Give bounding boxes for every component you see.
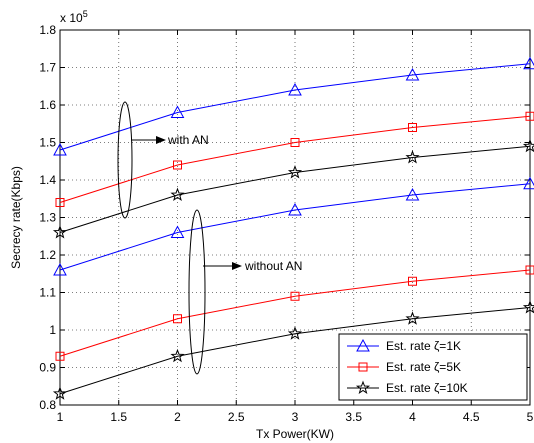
data-point-marker: [290, 291, 300, 301]
series-4: [55, 265, 534, 361]
with-an-ellipse: [117, 101, 133, 219]
data-point-marker: [170, 225, 185, 238]
x-tick-label: 4: [409, 410, 416, 424]
data-point-marker: [173, 160, 182, 170]
y-tick-label: 1.5: [39, 136, 56, 150]
series-line: [59, 115, 531, 203]
data-point-marker: [408, 276, 417, 286]
data-point-marker: [408, 123, 417, 132]
legend-label: Est. rate ζ=1K: [386, 339, 461, 353]
data-point-marker: [405, 187, 420, 201]
x-tick-label: 1.5: [110, 410, 127, 424]
y-axis-multiplier-exponent: 5: [83, 9, 88, 19]
without-an-label: without AN: [244, 259, 302, 273]
data-point-marker: [52, 386, 68, 400]
y-tick-label: 1.1: [39, 286, 56, 300]
data-point-marker: [523, 176, 534, 190]
series-line: [59, 63, 531, 151]
legend-entry: Est. rate ζ=10K: [347, 380, 468, 395]
y-tick-label: 1: [49, 323, 56, 337]
y-axis-label: Secrecy rate(Kbps): [9, 166, 23, 269]
with-an-arrowhead: [156, 136, 166, 144]
data-point-marker: [173, 314, 182, 324]
data-point-marker: [287, 165, 303, 179]
series-1: [55, 111, 534, 207]
x-tick-label: 2: [174, 410, 181, 424]
data-point-marker: [288, 82, 302, 96]
data-point-marker: [523, 56, 534, 70]
y-tick-label: 0.8: [39, 398, 56, 412]
data-point-marker: [405, 311, 420, 325]
y-axis-multiplier: x 105: [60, 9, 88, 25]
series-line: [59, 145, 531, 233]
legend: Est. rate ζ=1K Est. rate ζ=5K Est. rate ζ=…: [338, 333, 528, 401]
y-tick-label: 1.7: [39, 61, 56, 75]
series-0: [53, 56, 534, 156]
legend-marker: [356, 338, 370, 352]
legend-marker: [358, 362, 368, 372]
data-point-marker: [290, 138, 300, 147]
data-point-marker: [55, 198, 65, 207]
y-tick-label: 1.8: [39, 23, 56, 37]
legend-entry: Est. rate ζ=5K: [347, 360, 461, 374]
data-point-marker: [52, 225, 68, 239]
x-tick-label: 5: [527, 410, 534, 424]
series-3: [53, 176, 534, 276]
with-an-annotation: with AN: [117, 101, 209, 219]
series-line: [59, 269, 531, 357]
y-tick-label: 1.2: [39, 248, 56, 262]
data-point-marker: [287, 326, 303, 340]
y-tick-label: 0.9: [39, 361, 56, 375]
data-point-marker: [170, 348, 185, 363]
x-tick-label: 4.5: [463, 410, 480, 424]
legend-label: Est. rate ζ=10K: [386, 381, 468, 395]
without-an-arrowhead: [232, 262, 242, 270]
axis-ticks: 1 1.5 2 2.5 3 3.5 4 4.5 5 0.8 0.9 1 1.1 1.2 1.3 1.4 1.5 1…: [39, 23, 533, 424]
series-line: [59, 307, 531, 395]
y-axis-multiplier-base: x 10: [60, 11, 83, 25]
data-point-marker: [53, 142, 67, 156]
series-2: [52, 138, 534, 239]
data-point-marker: [405, 150, 420, 164]
annotations: with AN without AN: [117, 101, 302, 375]
x-tick-label: 1: [57, 410, 64, 424]
data-point-marker: [522, 138, 534, 153]
without-an-annotation: without AN: [188, 209, 302, 375]
data-point-marker: [170, 105, 185, 118]
x-tick-label: 3: [292, 410, 299, 424]
series-line: [59, 183, 531, 271]
data-point-marker: [522, 300, 534, 314]
data-point-marker: [405, 67, 420, 81]
y-tick-label: 1.6: [39, 98, 56, 112]
data-point-marker: [525, 111, 534, 121]
data-point-marker: [288, 202, 302, 216]
x-tick-label: 3.5: [345, 410, 362, 424]
x-axis-label: Tx Power(KW): [256, 427, 334, 441]
data-point-marker: [53, 262, 67, 276]
x-tick-label: 2.5: [228, 410, 245, 424]
legend-marker: [355, 380, 371, 395]
legend-entry: Est. rate ζ=1K: [347, 338, 461, 353]
y-tick-label: 1.4: [39, 173, 56, 187]
without-an-ellipse: [188, 209, 206, 375]
series-5: [52, 300, 534, 400]
with-an-label: with AN: [167, 133, 209, 147]
series-layer: [52, 56, 534, 400]
y-tick-label: 1.3: [39, 211, 56, 225]
data-point-marker: [170, 187, 185, 202]
legend-label: Est. rate ζ=5K: [386, 360, 461, 374]
data-point-marker: [525, 265, 534, 275]
data-point-marker: [55, 351, 65, 361]
